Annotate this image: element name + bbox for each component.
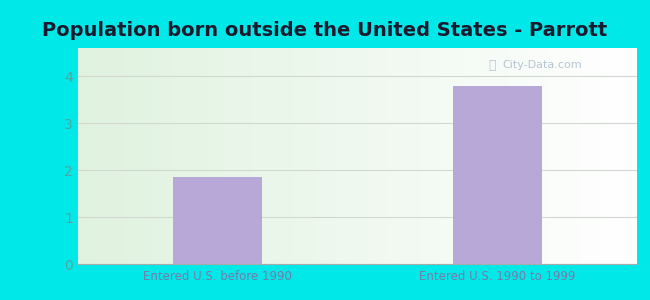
Text: ⓐ: ⓐ: [488, 59, 495, 72]
Text: Population born outside the United States - Parrott: Population born outside the United State…: [42, 21, 608, 40]
Bar: [173, 177, 263, 264]
Bar: [452, 85, 542, 264]
Text: City-Data.com: City-Data.com: [502, 60, 582, 70]
